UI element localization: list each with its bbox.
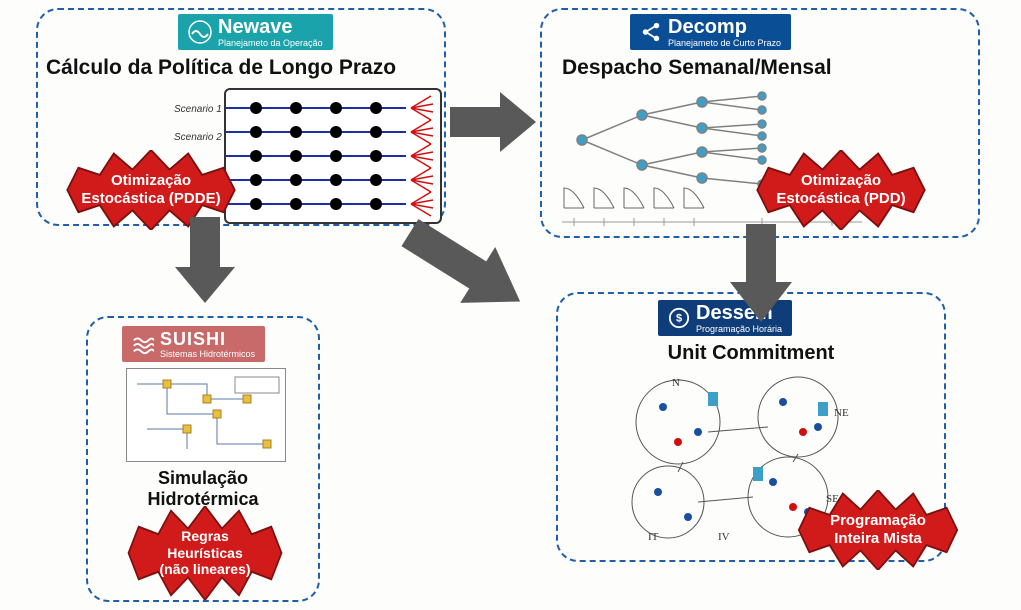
title-newave: Cálculo da Política de Longo Prazo <box>46 56 396 80</box>
svg-text:$: $ <box>676 313 682 325</box>
arrow-newave-decomp <box>450 92 536 152</box>
burst-suishi: Regras Heurísticas (não lineares) <box>120 506 290 600</box>
burst-dessem-l2: Inteira Mista <box>834 530 922 547</box>
illus-suishi-schematic <box>126 368 286 462</box>
arrow-newave-suishi <box>175 217 235 303</box>
burst-dessem-l1: Programação <box>830 512 926 529</box>
burst-newave-l2: Estocástica (PDDE) <box>81 190 220 207</box>
scenario1-label: Scenario 1 <box>174 104 222 115</box>
logo-decomp: Decomp Planejameto de Curto Prazo <box>630 14 791 50</box>
wave-icon <box>188 20 212 44</box>
title-suishi-l1: Simulação <box>158 468 248 488</box>
burst-suishi-l1: Regras <box>181 528 228 544</box>
title-dessem: Unit Commitment <box>558 342 944 365</box>
region-ne: NE <box>834 407 849 419</box>
region-it: IT <box>648 531 659 542</box>
logo-dessem-sub: Programação Horária <box>696 325 782 334</box>
scenario2-label: Scenario 2 <box>174 132 222 143</box>
region-iv: IV <box>718 531 730 542</box>
clock-dollar-icon: $ <box>668 307 690 329</box>
logo-newave-name: Newave <box>218 16 293 38</box>
lattice-svg <box>226 90 444 226</box>
region-n: N <box>672 377 680 389</box>
burst-dessem: Programação Inteira Mista <box>790 490 966 570</box>
logo-newave-sub: Planejameto da Operação <box>218 39 323 48</box>
burst-decomp-l2: Estocástica (PDD) <box>776 190 905 207</box>
logo-suishi: SUISHI Sistemas Hidrotérmicos <box>122 326 265 362</box>
illus-newave-lattice: Scenario 1 Scenario 2 <box>224 88 442 224</box>
burst-decomp: Otimização Estocástica (PDD) <box>748 150 934 230</box>
logo-suishi-sub: Sistemas Hidrotérmicos <box>160 350 255 359</box>
waves-icon <box>132 333 154 355</box>
share-icon <box>640 21 662 43</box>
logo-newave: Newave Planejameto da Operação <box>178 14 333 50</box>
logo-decomp-sub: Planejameto de Curto Prazo <box>668 39 781 48</box>
burst-suishi-l3: (não lineares) <box>159 561 250 577</box>
arrow-newave-dessem <box>392 205 537 330</box>
logo-suishi-name: SUISHI <box>160 329 226 349</box>
burst-decomp-l1: Otimização <box>801 172 881 189</box>
burst-newave-l1: Otimização <box>111 172 191 189</box>
burst-suishi-l2: Heurísticas <box>167 545 242 561</box>
title-decomp: Despacho Semanal/Mensal <box>562 56 832 80</box>
logo-decomp-name: Decomp <box>668 16 747 38</box>
title-suishi: Simulação Hidrotérmica <box>88 468 318 510</box>
arrow-decomp-dessem <box>730 224 792 322</box>
